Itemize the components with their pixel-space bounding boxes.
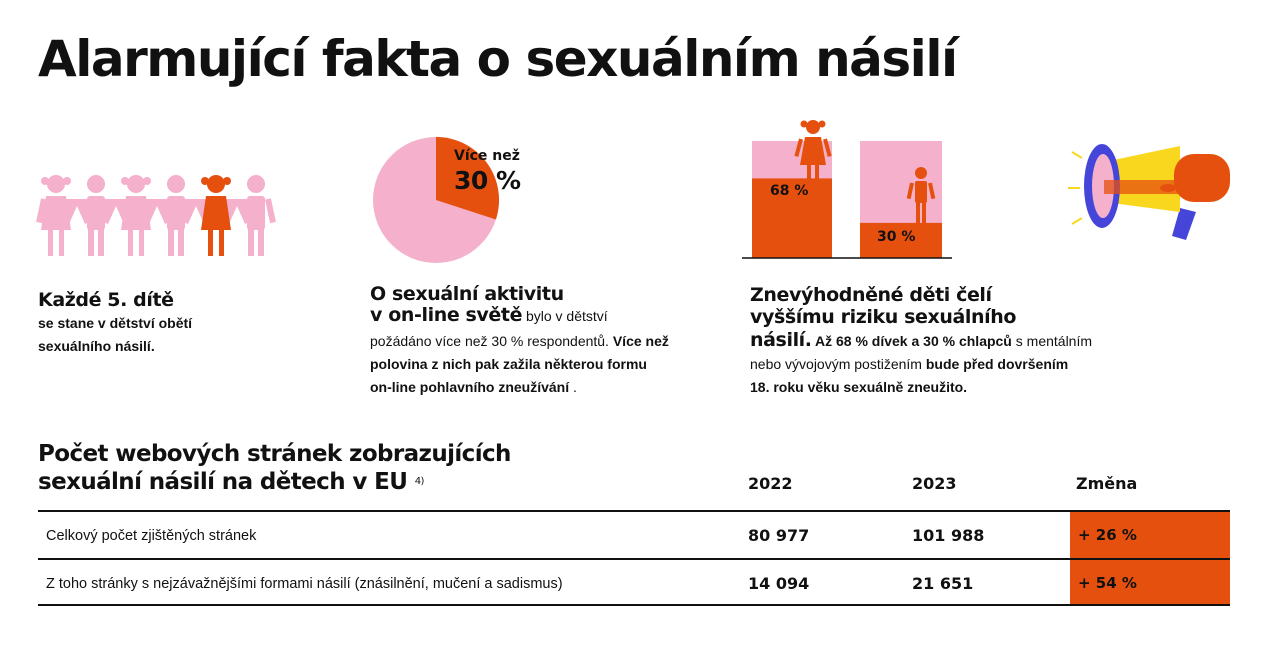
fact1-body-line: sexuálního násilí. [38, 338, 155, 354]
pie-chart-icon [373, 137, 500, 263]
fact2-heading-line1: O sexuální aktivitu [370, 283, 564, 305]
fact3-heading-line2: vyššímu riziku sexuálního [750, 306, 1017, 328]
girl-figure-icon [794, 120, 832, 179]
fact3-body-line3: 18. roku věku sexuálně zneužito. [750, 379, 968, 395]
bar-boys [860, 222, 942, 258]
row-label: Z toho stránky s nejzávažnějšími formami… [46, 576, 563, 592]
change-value: + 26 % [1078, 526, 1137, 544]
bar-boys-label: 30 % [877, 229, 916, 245]
cell-2023: 101 988 [912, 526, 985, 545]
fact1-body-line: se stane v dětství obětí [38, 315, 193, 331]
table-title-line2: sexuální násilí na dětech v EU 4) [38, 468, 658, 496]
fact1-heading: Každé 5. dítě [38, 289, 174, 311]
boy-figure-icon [906, 167, 936, 223]
fact2-body-line1: bylo v dětství [522, 308, 608, 324]
table-bottom-rule [38, 604, 1230, 606]
table-title: Počet webových stránek zobrazujících sex… [38, 440, 658, 496]
table-row: Celkový počet zjištěných stránek 80 977 … [38, 510, 1230, 558]
table-row: Z toho stránky s nejzávažnějšími formami… [38, 558, 1230, 606]
fact2-body-line4: on-line pohlavního zneužívání . [370, 376, 577, 399]
bar-comparison-icon [742, 120, 952, 259]
table-title-line1: Počet webových stránek zobrazujících [38, 441, 511, 467]
fact3-body-text: nebo vývojovým postižením [750, 356, 926, 372]
row-label: Celkový počet zjištěných stránek [46, 528, 257, 544]
bar-girls [752, 178, 832, 258]
fact2-body-bold: on-line pohlavního zneužívání [370, 379, 570, 395]
fact2-body-line3: polovina z nich pak zažila některou form… [370, 356, 647, 372]
fact1-body: se stane v dětství obětí sexuálního nási… [38, 312, 192, 358]
fact3-body-bold: Až 68 % dívek a 30 % chlapců [811, 333, 1012, 349]
bar-girls-label: 68 % [770, 183, 809, 199]
table-title-text: sexuální násilí na dětech v EU [38, 469, 408, 495]
pie-slice-share [436, 137, 500, 220]
column-header-2022: 2022 [748, 474, 793, 493]
fact2-line2: v on-line světě bylo v dětství [370, 305, 608, 328]
children-chain-icon [36, 175, 276, 256]
fact2-body-text: požádáno více než 30 % respondentů. [370, 333, 613, 349]
column-header-2023: 2023 [912, 474, 957, 493]
fact3-line3: násilí. Až 68 % dívek a 30 % chlapců s m… [750, 330, 1092, 353]
pie-label-big: 30 % [454, 166, 521, 195]
fact3-body-bold: bude před dovršením [925, 356, 1069, 372]
table-footnote-ref: 4) [414, 476, 425, 487]
fact2-body-text: . [569, 379, 577, 395]
column-header-change: Změna [1076, 474, 1138, 493]
cell-change: + 54 % [1070, 560, 1230, 606]
fact3-heading-line3: násilí. [750, 329, 812, 351]
cell-2022: 80 977 [748, 526, 810, 545]
pie-label-small: Více než [454, 148, 520, 164]
cell-2023: 21 651 [912, 574, 974, 593]
cell-change: + 26 % [1070, 512, 1230, 558]
megaphone-icon [1068, 144, 1230, 240]
fact2-body-bold: Více než [612, 333, 669, 349]
fact3-body-line2: nebo vývojovým postižením bude před dovr… [750, 353, 1068, 376]
fact3-heading-line1: Znevýhodněné děti čelí [750, 284, 992, 306]
fact2-heading-line2: v on-line světě [370, 304, 523, 326]
page-title: Alarmující fakta o sexuálním násilí [38, 30, 958, 88]
fact2-body-line2: požádáno více než 30 % respondentů. Více… [370, 330, 669, 353]
cell-2022: 14 094 [748, 574, 810, 593]
fact3-body-text: s mentálním [1011, 333, 1093, 349]
change-value: + 54 % [1078, 574, 1137, 592]
